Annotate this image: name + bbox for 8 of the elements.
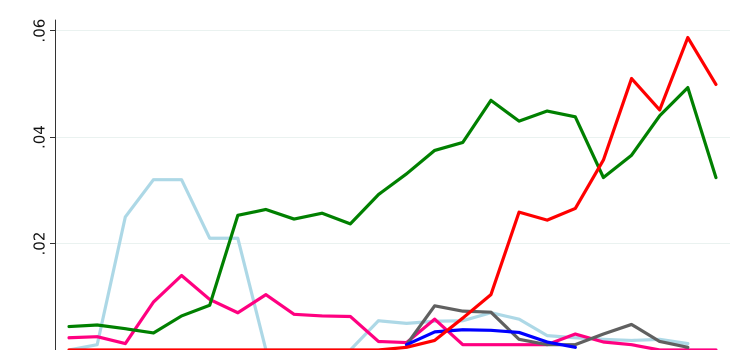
line-series bbox=[67, 36, 718, 350]
line-series bbox=[404, 304, 690, 349]
y-tick-label: .04 bbox=[30, 125, 48, 150]
y-tick-label: .06 bbox=[30, 18, 48, 43]
line-series bbox=[404, 328, 577, 349]
line-series bbox=[67, 86, 718, 335]
line-series bbox=[67, 274, 718, 350]
y-tick-label: .02 bbox=[30, 232, 48, 256]
